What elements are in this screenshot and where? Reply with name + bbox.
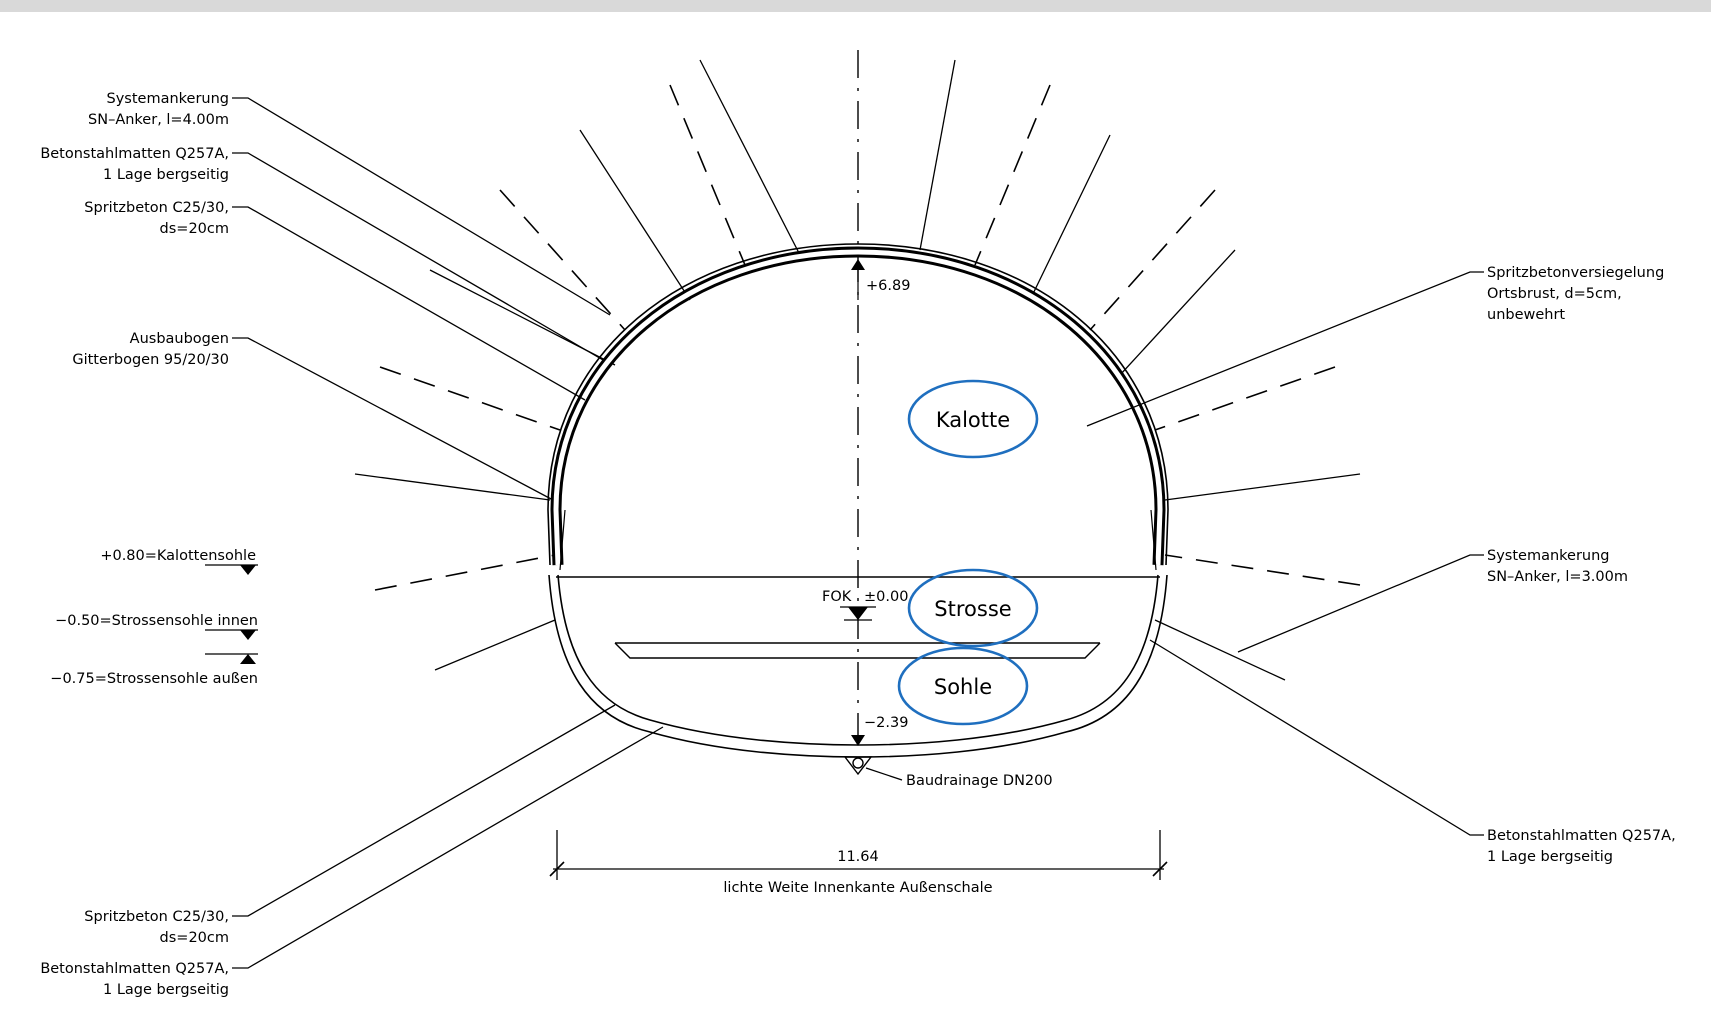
label-spritzbeton-top-1: Spritzbeton C25/30, (84, 200, 229, 216)
label-ausbaubogen-2: Gitterbogen 95/20/30 (72, 352, 229, 368)
width-value: 11.64 (837, 849, 879, 865)
label-kalottensohle: +0.80=Kalottensohle (100, 548, 256, 564)
label-systemankerung-right-2: SN–Anker, l=3.00m (1487, 569, 1628, 585)
label-betonstahlmatten-top-2: 1 Lage bergseitig (103, 167, 229, 183)
label-betonstahlmatten-bottom-2: 1 Lage bergseitig (103, 982, 229, 998)
label-spritzbetonversiegelung-1: Spritzbetonversiegelung (1487, 265, 1664, 281)
stage-lines (556, 576, 1160, 659)
tunnel-shell (547, 243, 1169, 758)
label-betonstahlmatten-bottom-1: Betonstahlmatten Q257A, (40, 961, 229, 977)
fok-level-marker: FOK ±0.00 (822, 589, 908, 621)
sohle-label: Sohle (934, 675, 992, 699)
label-spritzbetonversiegelung-2: Ortsbrust, d=5cm, (1487, 286, 1622, 302)
invert-level-marker: −2.39 (851, 715, 908, 746)
left-level-markers (205, 564, 258, 664)
drainage-marker: Baudrainage DN200 (843, 756, 1053, 789)
right-labels: Spritzbetonversiegelung Ortsbrust, d=5cm… (1487, 265, 1676, 865)
right-leader-lines (1086, 271, 1484, 836)
section-sohle: Sohle (897, 646, 1029, 726)
label-spritzbeton-top-2: ds=20cm (160, 221, 229, 237)
label-strossensohle-aussen: −0.75=Strossensohle außen (50, 671, 258, 687)
left-leader-lines (232, 97, 664, 969)
invert-level-label: −2.39 (864, 715, 908, 731)
section-strosse: Strosse (907, 568, 1039, 648)
label-betonstahlmatten-right-2: 1 Lage bergseitig (1487, 849, 1613, 865)
label-betonstahlmatten-top-1: Betonstahlmatten Q257A, (40, 146, 229, 162)
fok-label: FOK (822, 589, 852, 605)
label-systemankerung-top-1: Systemankerung (107, 91, 230, 107)
kalotte-label: Kalotte (936, 408, 1010, 432)
drainage-label: Baudrainage DN200 (906, 773, 1053, 789)
strosse-label: Strosse (934, 597, 1011, 621)
label-spritzbeton-bottom-1: Spritzbeton C25/30, (84, 909, 229, 925)
label-spritzbeton-bottom-2: ds=20cm (160, 930, 229, 946)
label-ausbaubogen-1: Ausbaubogen (130, 331, 229, 347)
label-systemankerung-top-2: SN–Anker, l=4.00m (88, 112, 229, 128)
label-spritzbetonversiegelung-3: unbewehrt (1487, 307, 1565, 323)
left-labels: Systemankerung SN–Anker, l=4.00m Betonst… (40, 91, 258, 998)
label-systemankerung-right-1: Systemankerung (1487, 548, 1610, 564)
anchor-lines-dashed (374, 84, 1361, 591)
crown-level-label: +6.89 (866, 278, 910, 294)
top-bar (0, 0, 1711, 12)
section-kalotte: Kalotte (907, 379, 1039, 459)
label-strossensohle-innen: −0.50=Strossensohle innen (55, 613, 258, 629)
fok-value: ±0.00 (864, 589, 908, 605)
crown-level-marker: +6.89 (851, 259, 910, 300)
width-dimension: 11.64 lichte Weite Innenkante Außenschal… (549, 830, 1168, 896)
width-label: lichte Weite Innenkante Außenschale (723, 880, 992, 896)
label-betonstahlmatten-right-1: Betonstahlmatten Q257A, (1487, 828, 1676, 844)
